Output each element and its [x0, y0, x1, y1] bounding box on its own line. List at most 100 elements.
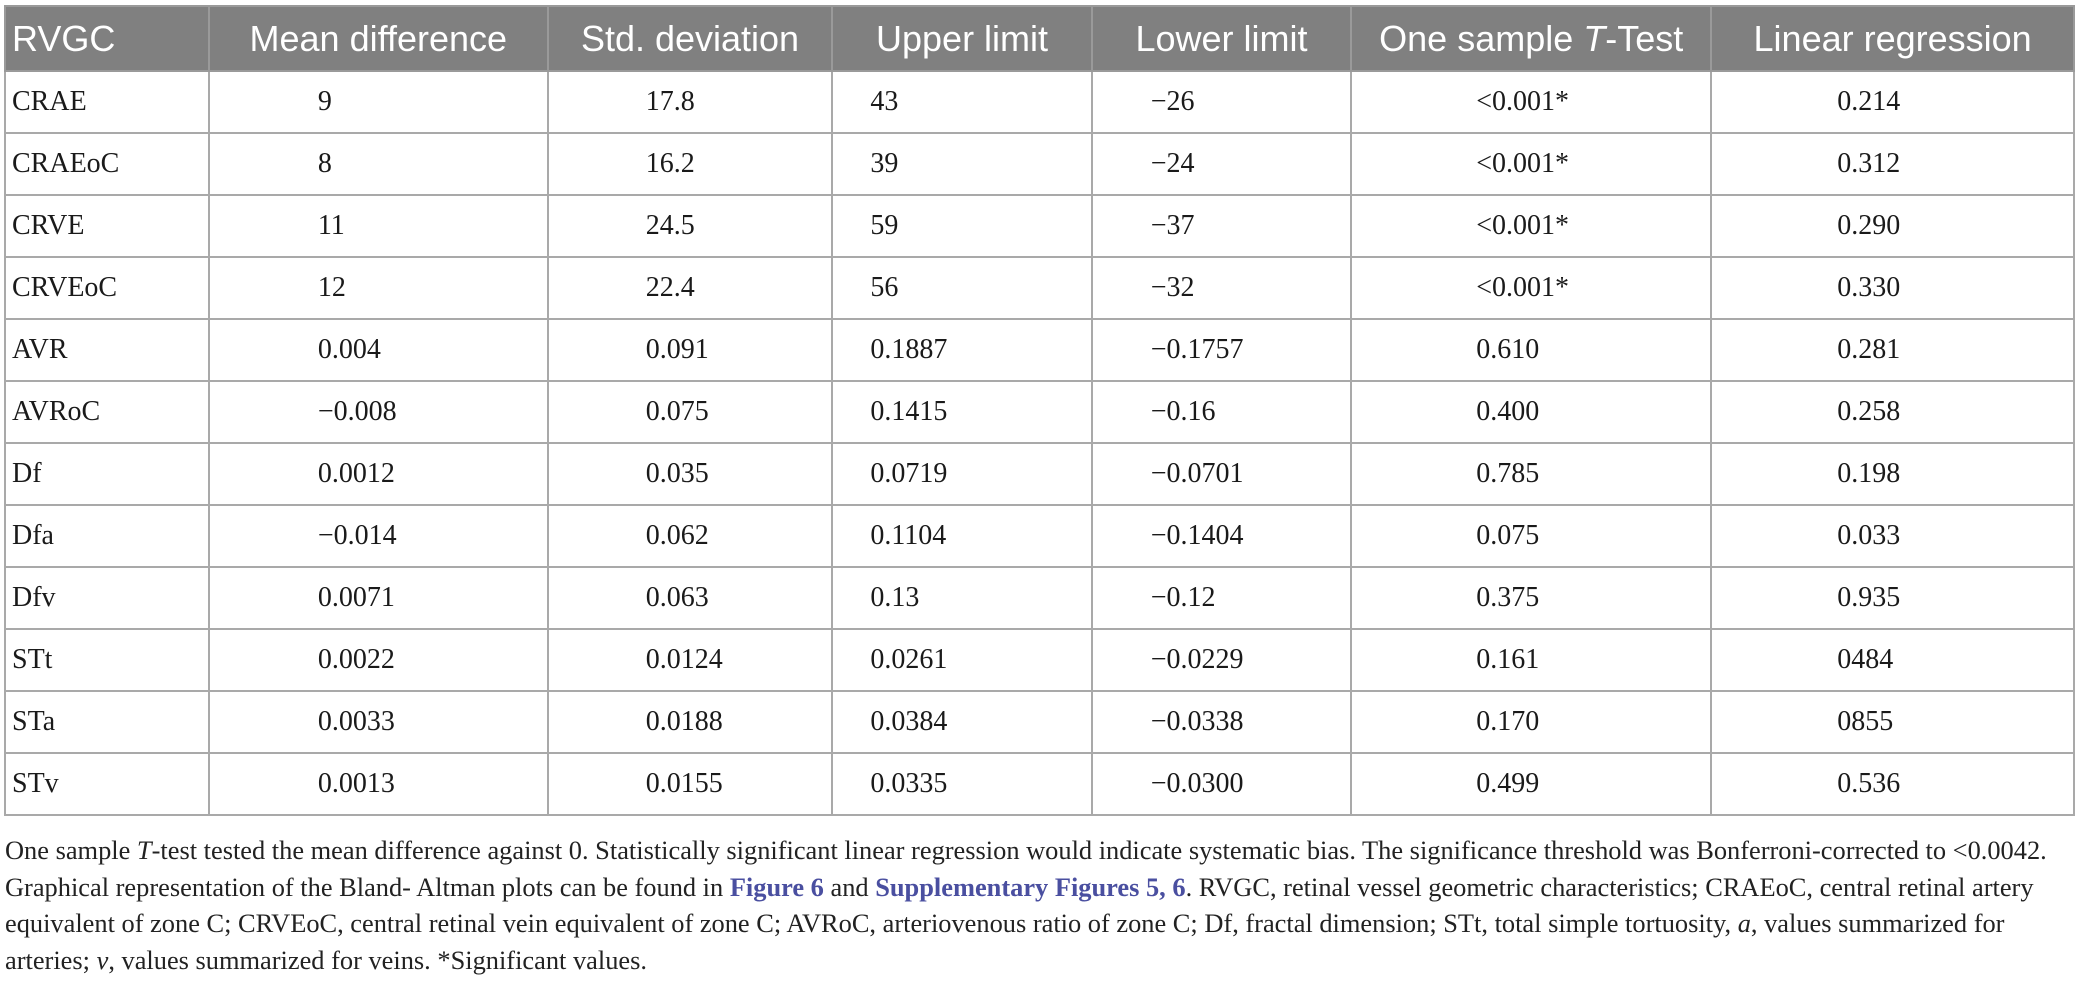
linear-regression-cell: 0.330: [1710, 256, 2075, 320]
lower-limit-cell: −0.16: [1090, 380, 1353, 444]
t-test-cell: <0.001*: [1350, 194, 1713, 258]
table-row: STv 0.0013 0.0155 0.0335 −0.0300 0.499 0.536: [4, 752, 2075, 816]
mean-difference-cell: 0.0013: [207, 752, 549, 816]
table-row: CRVEoC 12 22.4 56 −32 <0.001* 0.330: [4, 256, 2075, 320]
t-test-cell: 0.610: [1350, 318, 1713, 382]
table-row: CRAE 9 17.8 43 −26 <0.001* 0.214: [4, 70, 2075, 134]
rvgc-cell: STv: [4, 752, 210, 816]
mean-difference-cell: 12: [207, 256, 549, 320]
mean-difference-cell: 11: [207, 194, 549, 258]
footnote-line: One sample T-test tested the mean differ…: [5, 835, 2047, 865]
figure-6-link[interactable]: Figure 6: [729, 871, 824, 902]
table-body: CRAE 9 17.8 43 −26 <0.001* 0.214 CRAEoC 8 16.2 39−…: [4, 70, 2075, 816]
std-deviation-cell: 0.062: [546, 504, 834, 568]
upper-limit-cell: 0.0384: [831, 690, 1093, 754]
std-deviation-cell: 0.0188: [546, 690, 834, 754]
mean-difference-cell: 0.0012: [207, 442, 549, 506]
lower-limit-cell: −0.0229: [1090, 628, 1353, 692]
col-header-rvgc: RVGC: [4, 5, 210, 72]
footnote-line: arteries; v, values summarized for veins…: [5, 944, 647, 975]
mean-difference-cell: −0.014: [207, 504, 549, 568]
footnote-line: equivalent of zone C; CRVEoC, central re…: [5, 908, 2005, 938]
t-test-cell: 0.075: [1350, 504, 1713, 568]
upper-limit-cell: 0.1415: [831, 380, 1093, 444]
results-table: RVGC Mean difference Std. deviation Uppe…: [4, 5, 2075, 816]
t-test-cell: <0.001*: [1350, 256, 1713, 320]
lower-limit-cell: −0.1757: [1090, 318, 1353, 382]
rvgc-cell: Df: [4, 442, 210, 506]
table-row: AVR 0.004 0.091 0.1887 −0.1757 0.610 0.281: [4, 318, 2075, 382]
table-row: AVRoC −0.008 0.075 0.1415 −0.16 0.400 0.258: [4, 380, 2075, 444]
lower-limit-cell: −37: [1090, 194, 1353, 258]
t-test-cell: 0.400: [1350, 380, 1713, 444]
lower-limit-cell: −0.12: [1090, 566, 1353, 630]
std-deviation-cell: 0.0124: [546, 628, 834, 692]
linear-regression-cell: 0855: [1710, 690, 2075, 754]
t-test-cell: 0.375: [1350, 566, 1713, 630]
t-test-cell: <0.001*: [1350, 70, 1713, 134]
upper-limit-cell: 0.13: [831, 566, 1093, 630]
table-row: Dfa −0.014 0.062 0.1104 −0.1404 0.075 0.033: [4, 504, 2075, 568]
mean-difference-cell: 0.0071: [207, 566, 549, 630]
lower-limit-cell: −0.0338: [1090, 690, 1353, 754]
linear-regression-cell: 0.312: [1710, 132, 2075, 196]
table-row: STt 0.0022 0.0124 0.0261 −0.0229 0.161 0484: [4, 628, 2075, 692]
mean-difference-cell: 8: [207, 132, 549, 196]
std-deviation-cell: 0.063: [546, 566, 834, 630]
lower-limit-cell: −32: [1090, 256, 1353, 320]
t-test-cell: 0.161: [1350, 628, 1713, 692]
linear-regression-cell: 0.198: [1710, 442, 2075, 506]
col-header-linear-regression: Linear regression: [1710, 5, 2075, 72]
table-row: STa 0.0033 0.0188 0.0384 −0.0338 0.170 0855: [4, 690, 2075, 754]
mean-difference-cell: 0.0033: [207, 690, 549, 754]
table-row: Df 0.0012 0.035 0.0719 −0.0701 0.785 0.198: [4, 442, 2075, 506]
t-test-cell: 0.785: [1350, 442, 1713, 506]
lower-limit-cell: −0.0300: [1090, 752, 1353, 816]
col-header-lower-limit: Lower limit: [1090, 5, 1353, 72]
table-row: CRAEoC 8 16.2 39 −24 <0.001* 0.312: [4, 132, 2075, 196]
col-header-t-test: One sample T-Test: [1350, 5, 1713, 72]
std-deviation-cell: 0.075: [546, 380, 834, 444]
col-header-mean-difference: Mean difference: [207, 5, 549, 72]
upper-limit-cell: 43: [831, 70, 1093, 134]
t-test-cell: 0.499: [1350, 752, 1713, 816]
table-footnote: One sample T-test tested the mean differ…: [5, 832, 2071, 978]
footnote-line: Graphical representation of the Bland- A…: [5, 871, 2034, 902]
lower-limit-cell: −0.1404: [1090, 504, 1353, 568]
linear-regression-cell: 0.258: [1710, 380, 2075, 444]
mean-difference-cell: −0.008: [207, 380, 549, 444]
std-deviation-cell: 0.035: [546, 442, 834, 506]
col-header-std-deviation: Std. deviation: [546, 5, 834, 72]
upper-limit-cell: 0.1887: [831, 318, 1093, 382]
linear-regression-cell: 0.935: [1710, 566, 2075, 630]
mean-difference-cell: 0.0022: [207, 628, 549, 692]
mean-difference-cell: 0.004: [207, 318, 549, 382]
std-deviation-cell: 24.5: [546, 194, 834, 258]
rvgc-cell: AVRoC: [4, 380, 210, 444]
rvgc-cell: AVR: [4, 318, 210, 382]
rvgc-cell: CRAE: [4, 70, 210, 134]
lower-limit-cell: −26: [1090, 70, 1353, 134]
std-deviation-cell: 22.4: [546, 256, 834, 320]
linear-regression-cell: 0484: [1710, 628, 2075, 692]
upper-limit-cell: 0.0261: [831, 628, 1093, 692]
linear-regression-cell: 0.214: [1710, 70, 2075, 134]
table-header: RVGC Mean difference Std. deviation Uppe…: [4, 5, 2075, 72]
rvgc-cell: Dfa: [4, 504, 210, 568]
std-deviation-cell: 0.091: [546, 318, 834, 382]
std-deviation-cell: 17.8: [546, 70, 834, 134]
header-row: RVGC Mean difference Std. deviation Uppe…: [4, 5, 2075, 72]
rvgc-cell: STt: [4, 628, 210, 692]
upper-limit-cell: 56: [831, 256, 1093, 320]
table-row: CRVE 11 24.5 59 −37 <0.001* 0.290: [4, 194, 2075, 258]
col-header-upper-limit: Upper limit: [831, 5, 1093, 72]
upper-limit-cell: 39: [831, 132, 1093, 196]
mean-difference-cell: 9: [207, 70, 549, 134]
linear-regression-cell: 0.033: [1710, 504, 2075, 568]
std-deviation-cell: 16.2: [546, 132, 834, 196]
upper-limit-cell: 0.0719: [831, 442, 1093, 506]
lower-limit-cell: −24: [1090, 132, 1353, 196]
supplementary-figures-link[interactable]: Supplementary Figures 5, 6: [875, 871, 1186, 902]
rvgc-cell: CRAEoC: [4, 132, 210, 196]
table-row: Dfv 0.0071 0.063 0.13 −0.12 0.375 0.935: [4, 566, 2075, 630]
